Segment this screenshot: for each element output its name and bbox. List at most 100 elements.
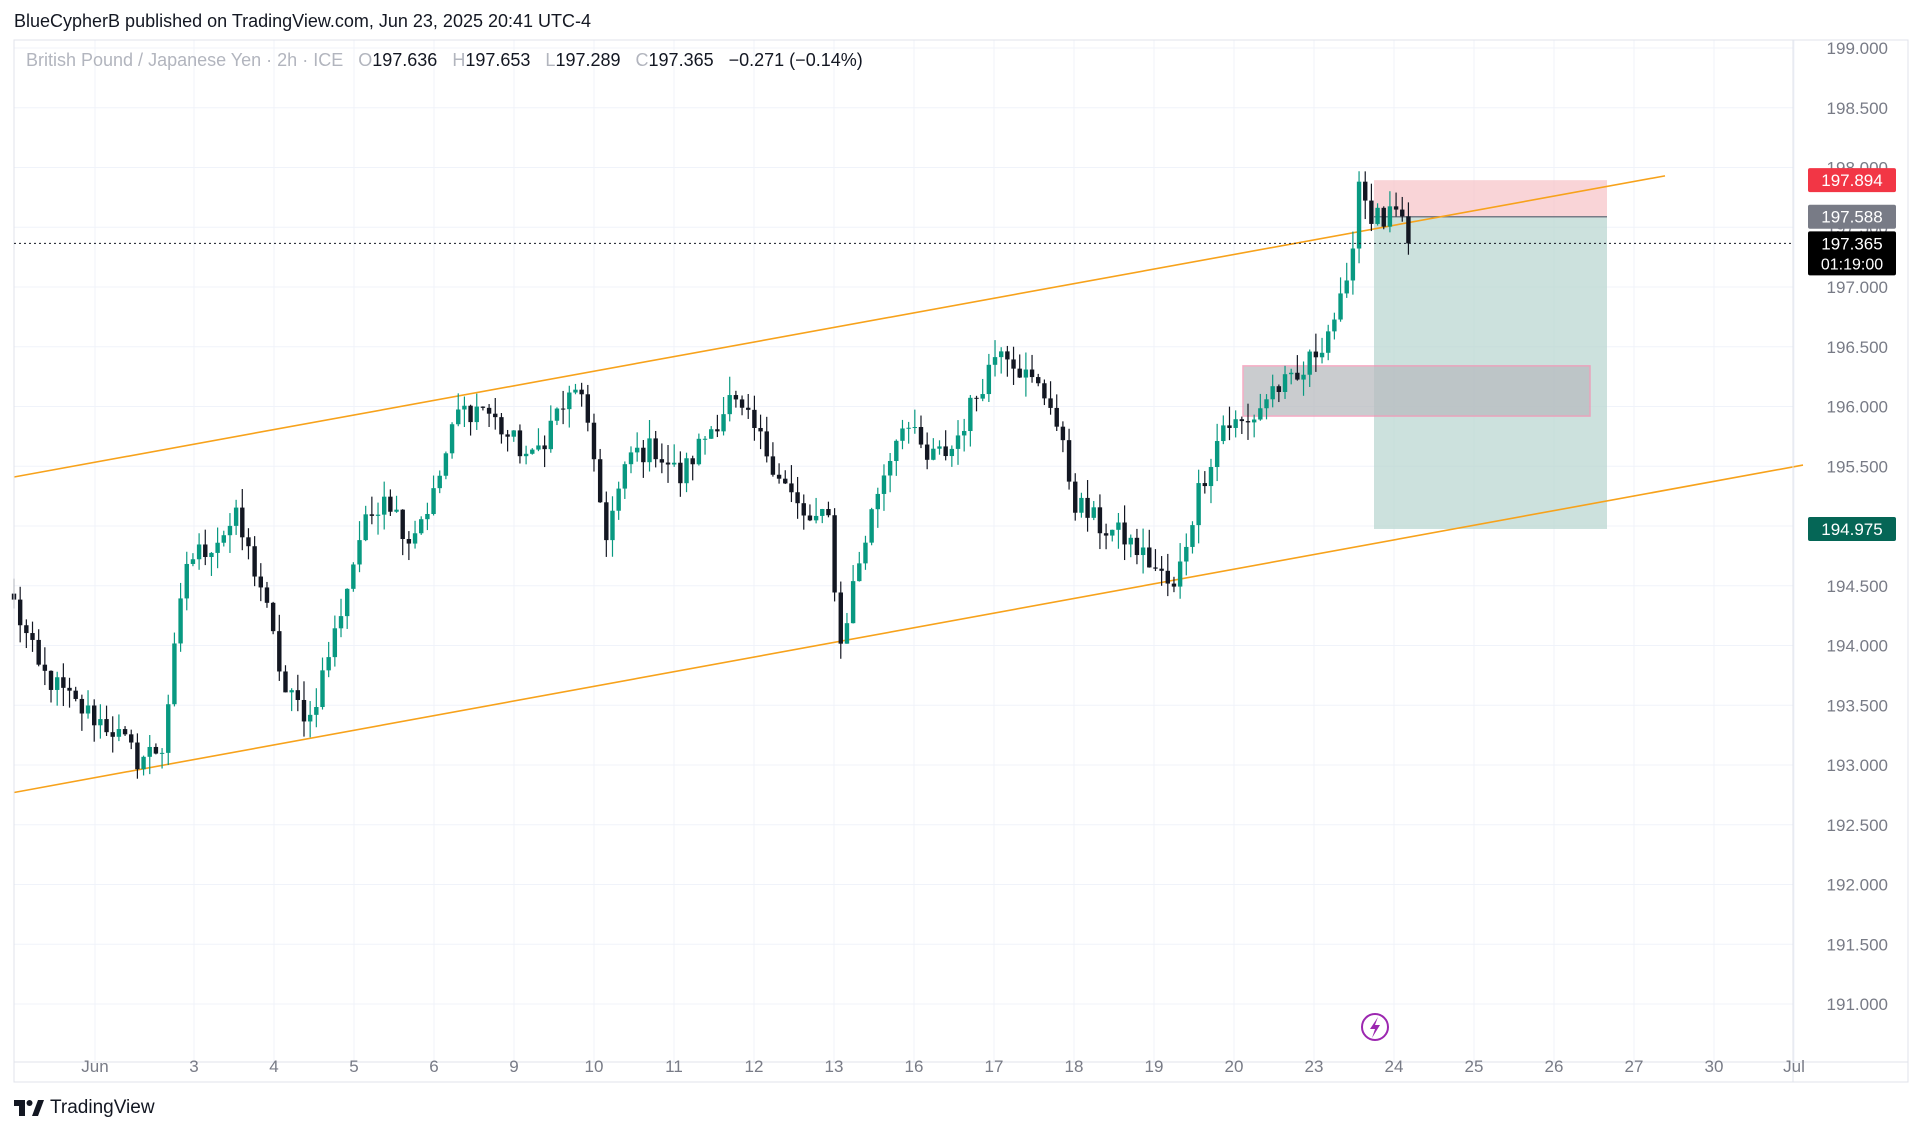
candle-up — [931, 438, 936, 461]
candle-body — [1369, 200, 1374, 224]
candle-up — [209, 552, 214, 576]
candle-body — [863, 542, 868, 564]
candle-up — [573, 383, 578, 395]
candle-body — [462, 405, 467, 410]
candle-body — [523, 453, 529, 457]
candle-body — [715, 429, 720, 432]
candle-down — [1085, 480, 1090, 532]
candle-down — [1369, 183, 1374, 232]
candle-body — [264, 587, 270, 603]
candle-body — [1029, 369, 1035, 378]
candle-body — [1184, 546, 1189, 562]
stop-price-label-bg — [1808, 168, 1896, 193]
time-tick-label: 18 — [1065, 1057, 1084, 1076]
price-tick-label: 192.000 — [1827, 876, 1888, 895]
candle-body — [1208, 467, 1214, 487]
time-tick-label: 19 — [1145, 1057, 1164, 1076]
candle-up — [394, 495, 399, 513]
candle-body — [813, 515, 819, 521]
price-tick-label: 191.500 — [1827, 935, 1888, 954]
candle-down — [110, 716, 115, 753]
candle-up — [1326, 324, 1331, 361]
candle-body — [431, 488, 436, 514]
candle-body — [1233, 419, 1238, 428]
tradingview-logo[interactable]: TradingView — [14, 1097, 155, 1119]
candle-up — [1128, 534, 1133, 558]
candle-body — [1406, 216, 1411, 244]
candle-down — [1036, 373, 1041, 387]
candle-up — [900, 419, 905, 450]
candle-body — [499, 417, 504, 435]
change-value: −0.271 (−0.14%) — [728, 50, 863, 70]
price-tick-label: 193.000 — [1827, 756, 1888, 775]
candle-up — [616, 481, 621, 520]
candle-down — [240, 489, 245, 551]
candle-up — [820, 508, 825, 524]
candle-down — [832, 508, 837, 602]
candle-up — [684, 452, 689, 493]
candle-body — [628, 452, 634, 465]
candle-body — [758, 427, 763, 432]
candle-body — [918, 427, 924, 445]
candle-up — [912, 409, 918, 434]
candle-down — [203, 529, 208, 566]
candle-up — [1214, 423, 1220, 482]
candle-body — [986, 364, 992, 395]
candle-body — [85, 705, 91, 714]
candle-body — [153, 746, 159, 754]
candle-down — [918, 415, 924, 449]
candle-body — [363, 514, 368, 541]
candle-up — [1375, 203, 1380, 226]
candle-down — [1159, 556, 1164, 586]
candle-body — [196, 544, 202, 560]
candle-up — [511, 430, 516, 442]
candle-up — [1221, 415, 1226, 445]
candle-body — [1128, 537, 1133, 545]
candle-body — [869, 509, 874, 543]
candle-down — [733, 390, 739, 408]
candle-body — [1202, 483, 1208, 487]
candle-body — [1221, 425, 1226, 442]
candle-body — [1245, 421, 1251, 423]
candle-body — [770, 456, 776, 475]
candle-up — [696, 433, 702, 466]
candle-up — [634, 432, 640, 462]
candle-body — [258, 576, 263, 588]
high-label: H — [452, 50, 466, 70]
candle-body — [338, 616, 344, 629]
candle-body — [474, 406, 479, 423]
candle-down — [122, 726, 128, 736]
candle-down — [92, 699, 97, 742]
candle-body — [233, 507, 239, 526]
candle-body — [894, 440, 899, 461]
candle-body — [721, 414, 726, 432]
candle-down — [943, 430, 948, 461]
candle-down — [24, 619, 29, 649]
time-tick-label: Jun — [81, 1057, 108, 1076]
event-lightning-icon[interactable] — [1361, 1013, 1389, 1041]
candle-down — [974, 395, 979, 412]
candle-body — [456, 409, 461, 425]
candle-body — [283, 671, 288, 693]
candle-up — [628, 446, 634, 474]
candle-body — [665, 462, 671, 465]
candle-down — [1239, 416, 1245, 434]
candle-down — [690, 455, 695, 481]
candle-up — [215, 527, 220, 569]
time-tick-label: 25 — [1465, 1057, 1484, 1076]
candle-down — [758, 414, 763, 450]
candle-up — [1350, 231, 1356, 295]
candle-body — [659, 459, 665, 463]
candle-up — [1190, 521, 1195, 554]
price-tick-label: 199.000 — [1827, 39, 1888, 58]
candle-up — [1387, 191, 1393, 233]
candle-up — [344, 588, 350, 629]
candle-body — [567, 392, 572, 410]
symbol-legend: British Pound / Japanese Yen · 2h · ICE … — [26, 50, 863, 71]
price-tick-label: 193.500 — [1827, 696, 1888, 715]
candle-body — [159, 752, 165, 754]
candle-down — [1202, 471, 1208, 494]
candle-body — [270, 602, 276, 632]
candle-body — [992, 357, 998, 365]
